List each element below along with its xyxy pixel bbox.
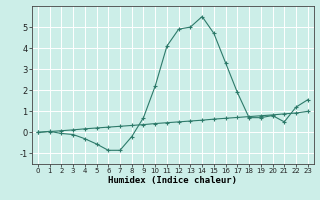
- X-axis label: Humidex (Indice chaleur): Humidex (Indice chaleur): [108, 176, 237, 185]
